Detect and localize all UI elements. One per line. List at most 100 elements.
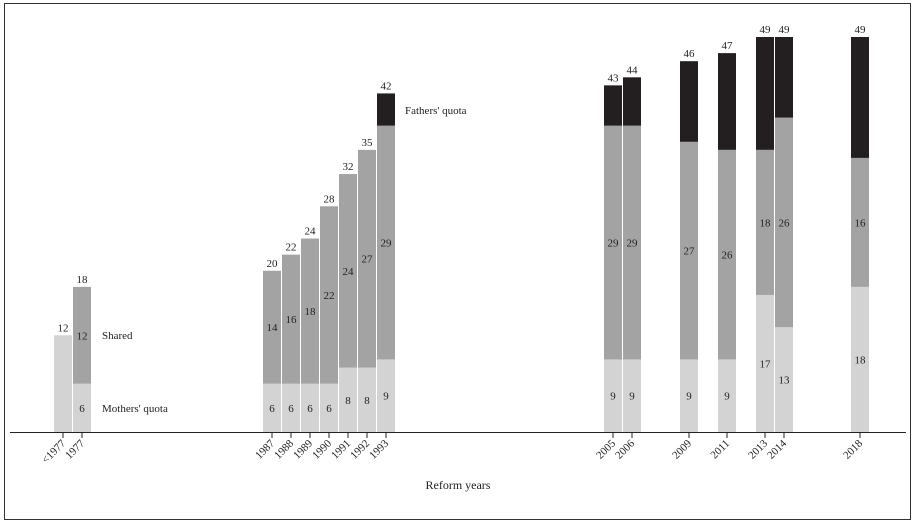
bar-segment-mothers-quota-7 (358, 367, 376, 432)
bar-segment-mothers-quota-6 (339, 367, 357, 432)
x-tick-label-7: 1992 (348, 438, 372, 462)
x-tick-label-12: 2011 (708, 438, 732, 462)
total-label-1: 18 (77, 274, 89, 286)
bar-segment-fathers-quota-15 (851, 37, 869, 158)
segment-label-9-1: 29 (608, 238, 620, 250)
bar-segment-shared-10 (623, 125, 641, 360)
segment-label-11-1: 27 (684, 246, 696, 258)
bar-segment-shared-6 (339, 174, 357, 368)
x-tick-label-15: 2018 (841, 437, 865, 461)
bar-segment-mothers-quota-14 (775, 327, 793, 432)
segment-label-7-0: 8 (364, 395, 370, 407)
total-label-8: 42 (381, 80, 392, 92)
total-label-7: 35 (362, 137, 374, 149)
bar-segment-mothers-quota-4 (301, 383, 319, 432)
bar-segment-mothers-quota-15 (851, 286, 869, 432)
bar-segment-shared-13 (756, 149, 774, 295)
segment-label-3-1: 16 (286, 314, 298, 326)
segment-label-14-1: 26 (779, 217, 791, 229)
total-label-13: 49 (760, 24, 772, 36)
legend-label-mothers-quota: Mothers' quota (102, 403, 168, 415)
x-tick-label-14: 2014 (765, 437, 789, 461)
legend-label-fathers-quota: Fathers' quota (405, 105, 467, 117)
bar-segment-mothers-quota-11 (680, 359, 698, 432)
segment-label-13-0: 17 (760, 358, 772, 370)
bar-segment-shared-8 (377, 125, 395, 360)
segment-label-15-0: 18 (855, 354, 867, 366)
bar-segment-mothers-quota-0 (54, 335, 72, 432)
x-axis-label: Reform years (425, 478, 491, 492)
bar-segment-mothers-quota-13 (756, 294, 774, 432)
bar-segment-mothers-quota-8 (377, 359, 395, 432)
segment-label-6-0: 8 (345, 395, 351, 407)
segment-label-2-1: 14 (267, 322, 279, 334)
total-label-15: 49 (855, 24, 867, 36)
bar-segment-fathers-quota-11 (680, 61, 698, 142)
segment-label-12-1: 26 (722, 250, 734, 262)
bar-segment-shared-15 (851, 157, 869, 287)
bar-segment-fathers-quota-12 (718, 53, 736, 150)
segment-label-4-0: 6 (307, 403, 313, 415)
segment-label-1-1: 12 (77, 330, 88, 342)
total-label-9: 43 (608, 72, 620, 84)
bar-segment-mothers-quota-5 (320, 383, 338, 432)
segment-label-13-1: 18 (760, 217, 772, 229)
segment-label-11-0: 9 (686, 391, 692, 403)
segment-label-14-0: 13 (779, 375, 791, 387)
segment-label-3-0: 6 (288, 403, 294, 415)
bar-segment-fathers-quota-8 (377, 93, 395, 126)
bar-segment-shared-11 (680, 141, 698, 360)
bar-segment-shared-9 (604, 125, 622, 360)
x-tick-label-9: 2005 (594, 437, 618, 461)
total-label-6: 32 (343, 161, 354, 173)
segment-label-15-1: 16 (855, 217, 867, 229)
segment-label-4-1: 18 (305, 306, 317, 318)
bar-segment-mothers-quota-9 (604, 359, 622, 432)
bar-segment-mothers-quota-12 (718, 359, 736, 432)
total-label-14: 49 (779, 24, 791, 36)
bar-segment-shared-5 (320, 206, 338, 384)
segment-label-9-0: 9 (610, 391, 616, 403)
segment-label-8-1: 29 (381, 238, 393, 250)
bar-segment-shared-4 (301, 238, 319, 384)
x-tick-label-4: 1989 (291, 437, 315, 461)
x-tick-label-2: 1987 (253, 437, 277, 461)
x-tick-label-11: 2009 (670, 437, 694, 461)
bar-segment-mothers-quota-3 (282, 383, 300, 432)
total-label-5: 28 (324, 193, 336, 205)
x-tick-label-3: 1988 (272, 437, 296, 461)
x-tick-label-5: 1990 (310, 437, 334, 461)
segment-label-10-0: 9 (629, 391, 635, 403)
segment-label-5-1: 22 (324, 290, 335, 302)
x-tick-label-8: 1993 (367, 437, 391, 461)
legend-label-shared: Shared (102, 330, 133, 342)
bar-segment-shared-7 (358, 149, 376, 368)
total-label-4: 24 (305, 226, 317, 238)
bar-segment-shared-12 (718, 149, 736, 360)
x-tick-label-13: 2013 (746, 437, 770, 461)
total-label-3: 22 (286, 242, 297, 254)
bar-segment-fathers-quota-10 (623, 77, 641, 126)
segment-label-1-0: 6 (79, 403, 85, 415)
x-tick-label-6: 1991 (329, 438, 353, 462)
bar-segment-fathers-quota-9 (604, 85, 622, 126)
x-tick-label-1: 1977 (63, 437, 87, 461)
segment-label-5-0: 6 (326, 403, 332, 415)
segment-label-12-0: 9 (724, 391, 730, 403)
bar-segment-shared-2 (263, 270, 281, 384)
segment-label-7-1: 27 (362, 254, 374, 266)
total-label-10: 44 (627, 64, 639, 76)
x-tick-label-10: 2006 (613, 437, 637, 461)
bar-segment-fathers-quota-14 (775, 37, 793, 118)
segment-label-6-1: 24 (343, 266, 355, 278)
bar-segment-mothers-quota-10 (623, 359, 641, 432)
total-label-12: 47 (722, 40, 734, 52)
bar-segment-shared-3 (282, 254, 300, 384)
segment-label-10-1: 29 (627, 238, 639, 250)
bar-segment-shared-14 (775, 117, 793, 328)
segment-label-8-0: 9 (383, 391, 389, 403)
total-label-2: 20 (267, 258, 279, 270)
bar-segment-mothers-quota-1 (73, 383, 91, 432)
chart-frame (4, 3, 911, 520)
